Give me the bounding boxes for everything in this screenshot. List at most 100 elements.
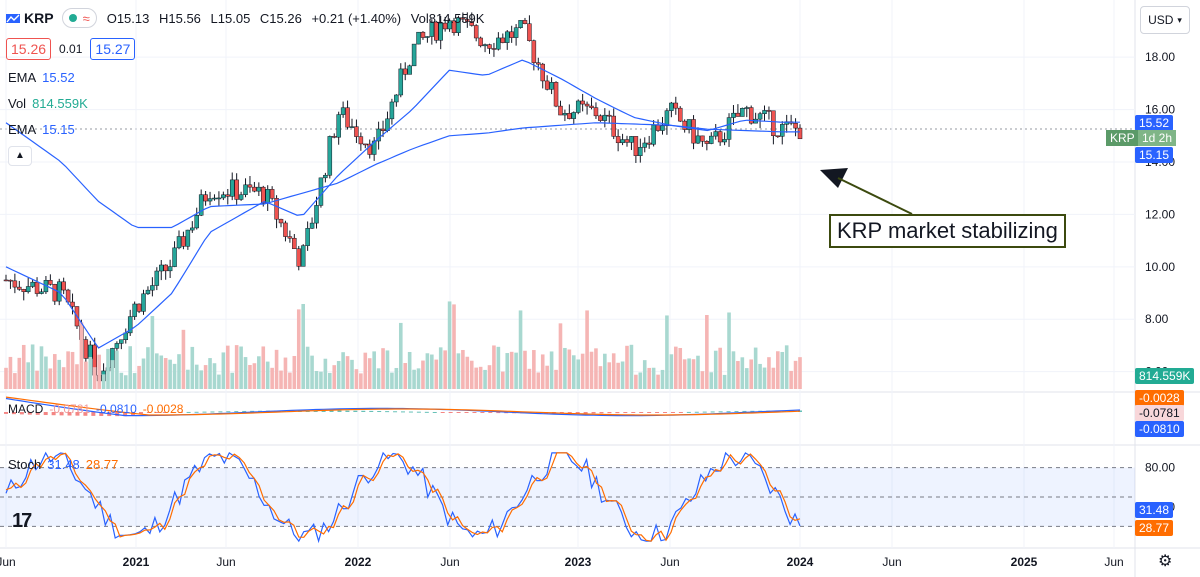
candle-body [731, 112, 736, 118]
macd-histogram-bar [162, 412, 167, 413]
candle-body [21, 289, 26, 293]
volume-bar [186, 369, 190, 389]
candle-body [190, 227, 195, 231]
volume-bar [416, 368, 421, 389]
volume-bar [718, 347, 722, 389]
candle-body [309, 222, 315, 229]
status-pill[interactable]: ≈ [61, 8, 97, 28]
time-tick-label: Jun [440, 555, 459, 569]
volume-bar [665, 315, 669, 389]
candle-body [677, 107, 683, 122]
bid-button[interactable]: 15.26 [6, 38, 52, 60]
candle-body [638, 147, 643, 156]
macd-histogram-bar [202, 411, 207, 413]
volume-bar [523, 350, 527, 389]
candle-body [762, 110, 767, 115]
volume-bar [478, 366, 483, 389]
candle-body [127, 316, 133, 334]
volume-bar [558, 323, 563, 389]
candle-body [757, 113, 763, 120]
ema-slow-legend[interactable]: EMA 15.15 [8, 122, 75, 137]
volume-bar [101, 374, 106, 389]
volume-bar [461, 349, 465, 389]
macd-histogram-bar [575, 412, 580, 414]
macd-histogram-bar [464, 412, 469, 413]
symbol-name[interactable]: KRP [24, 10, 54, 26]
macd-histogram-bar [647, 412, 652, 413]
candle-body [735, 112, 741, 117]
macd-histogram-bar [663, 412, 668, 413]
volume-bar [456, 353, 461, 389]
candle-body [305, 228, 310, 246]
volume-bar [66, 351, 70, 389]
candle-body [25, 286, 31, 293]
currency-selector[interactable]: USD ▾ [1140, 6, 1190, 34]
collapse-legend-button[interactable]: ▲ [8, 146, 32, 166]
ema-fast-value: 15.52 [42, 70, 75, 85]
macd-histogram-bar [146, 412, 151, 413]
macd-histogram-bar [385, 411, 390, 413]
annotation-callout[interactable]: KRP market stabilizing [829, 214, 1066, 248]
candle-body [380, 128, 386, 131]
macd-histogram-bar [567, 412, 572, 414]
volume-bar [288, 372, 292, 389]
volume-bar [265, 361, 270, 389]
candle-body [553, 82, 559, 107]
volume-bar [682, 359, 687, 389]
tradingview-logo[interactable]: 17 [12, 510, 32, 532]
price-tick-label: 10.00 [1145, 260, 1175, 274]
volume-bar [314, 370, 319, 389]
stoch-legend[interactable]: Stoch 31.48 28.77 [8, 457, 118, 472]
candle-body [52, 284, 58, 302]
volume-bar [603, 353, 607, 389]
volume-bar [30, 344, 35, 389]
ema-fast-legend[interactable]: EMA 15.52 [8, 70, 75, 85]
candle-body [549, 82, 554, 90]
time-tick-label: Jun [1104, 555, 1123, 569]
time-tick-label: 2025 [1011, 555, 1038, 569]
volume-bar [381, 348, 385, 389]
volume-bar [483, 369, 487, 389]
candle-body [274, 198, 279, 220]
volume-legend[interactable]: Vol 814.559K [8, 96, 88, 111]
settings-icon[interactable]: ⚙ [1158, 553, 1173, 570]
candle-body [536, 62, 541, 65]
candle-body [238, 194, 244, 200]
candle-body [726, 117, 732, 140]
macd-histogram-bar [234, 411, 239, 413]
macd-line-legend: -0.0810 [96, 402, 137, 416]
volume-bar [407, 351, 412, 389]
candle-body [589, 105, 594, 108]
candle-body [624, 139, 630, 143]
macd-histogram-bar [27, 412, 32, 415]
candle-body [469, 21, 475, 26]
macd-histogram-bar [353, 410, 358, 412]
last-symbol-tag: KRP [1106, 130, 1139, 146]
candle-body [70, 301, 75, 307]
macd-histogram-bar [686, 411, 691, 413]
macd-histogram-bar [83, 412, 88, 416]
macd-histogram-bar [67, 412, 72, 416]
volume-bar [620, 361, 625, 389]
volume-bar [549, 351, 554, 389]
volume-bar [328, 372, 332, 389]
chart-header: KRP ≈ O15.13 H15.56 L15.05 C15.26 +0.21 … [6, 6, 490, 30]
macd-histogram-bar [377, 411, 382, 413]
macd-histogram-bar [639, 412, 644, 413]
candle-body [629, 136, 634, 143]
macd-legend[interactable]: MACD -0.0781 -0.0810 -0.0028 [8, 402, 183, 416]
candle-body [340, 107, 346, 115]
ask-button[interactable]: 15.27 [90, 38, 136, 60]
volume-bar [70, 351, 75, 389]
candle-body [198, 194, 204, 216]
volume-bar [509, 351, 514, 389]
candle-body [651, 124, 656, 145]
macd-histogram-bar [750, 410, 755, 412]
volume-bar [123, 375, 128, 389]
price-tick-label: 16.00 [1145, 103, 1175, 117]
candle-body [221, 194, 226, 199]
volume-bar [190, 346, 195, 389]
volume-bar [181, 329, 186, 389]
volume-bar [660, 369, 665, 389]
